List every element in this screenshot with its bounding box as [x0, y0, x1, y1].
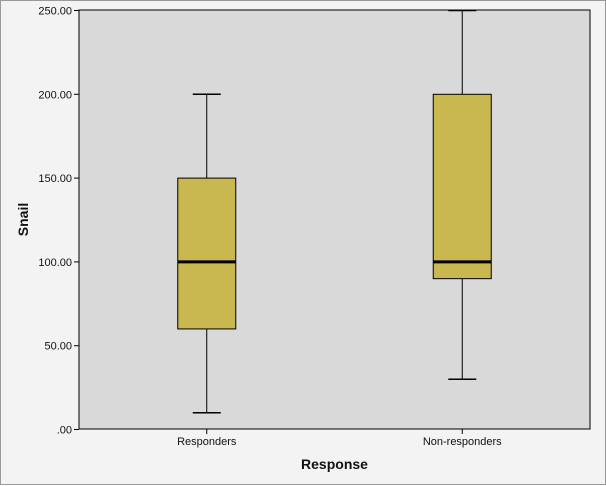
y-axis: .00 50.00 100.00 150.00 200.00 250.00 — [38, 6, 79, 437]
x-axis-title: Response — [301, 456, 368, 472]
plot-area — [78, 9, 591, 430]
y-tick-label: 150.00 — [38, 173, 72, 185]
y-tick-label: 250.00 — [38, 6, 72, 18]
x-tick-label: Responders — [177, 436, 237, 448]
iqr-box — [432, 93, 492, 280]
iqr-box — [177, 177, 237, 330]
box-responders — [177, 93, 237, 414]
y-tick-label: 200.00 — [38, 89, 72, 101]
y-axis-title: Snail — [15, 203, 31, 236]
x-tick-label: Non-responders — [423, 436, 502, 448]
box-non-responders — [432, 9, 492, 380]
y-tick-label: 50.00 — [44, 341, 72, 353]
y-tick-label: .00 — [57, 425, 72, 437]
box-series — [177, 9, 492, 414]
y-tick-label: 100.00 — [38, 257, 72, 269]
x-axis: Responders Non-responders — [177, 429, 502, 448]
